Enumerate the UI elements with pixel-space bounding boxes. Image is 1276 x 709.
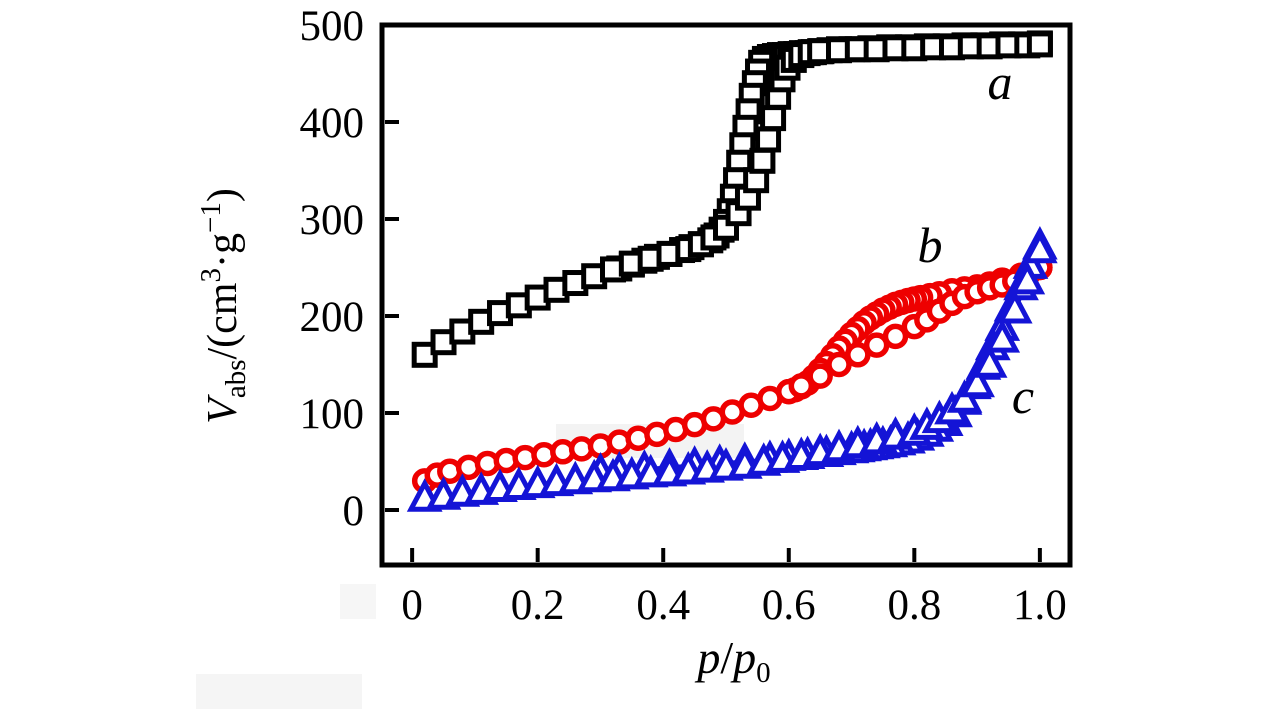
y-tick-label-400: 400 bbox=[300, 100, 365, 147]
y-axis-ticks: 0 100 200 300 400 500 bbox=[300, 3, 399, 535]
y-tick-label-200: 200 bbox=[300, 294, 365, 341]
series-a-marker bbox=[760, 105, 787, 132]
y-tick-label-100: 100 bbox=[300, 391, 365, 438]
series-b bbox=[411, 254, 1053, 494]
x-tick-label-0: 0 bbox=[401, 582, 423, 629]
series-c-marker bbox=[1009, 260, 1046, 295]
series-a-label: a bbox=[988, 54, 1013, 110]
scan-artifact-3 bbox=[340, 584, 376, 619]
series-c-marker bbox=[1022, 229, 1058, 264]
x-tick-label-0.2: 0.2 bbox=[511, 582, 565, 629]
series-b-marker bbox=[788, 373, 815, 399]
series-b-marker bbox=[807, 363, 833, 389]
series-a bbox=[411, 30, 1053, 368]
x-axis-label: p/p0 bbox=[694, 632, 770, 689]
series-c-marker bbox=[959, 363, 995, 398]
x-tick-label-0.8: 0.8 bbox=[887, 582, 941, 629]
plot-frame bbox=[379, 22, 1073, 568]
series-a-marker bbox=[755, 126, 782, 153]
y-tick-label-500: 500 bbox=[300, 3, 365, 50]
plot-area: 0 0.2 0.4 0.6 0.8 1.0 0 100 200 300 400 500 bbox=[300, 3, 1067, 629]
y-axis-label: Vabs/(cm3·g−1) bbox=[195, 188, 252, 424]
x-tick-label-1.0: 1.0 bbox=[1013, 582, 1067, 629]
x-tick-label-0.6: 0.6 bbox=[762, 582, 816, 629]
series-c-marker bbox=[984, 319, 1021, 353]
series-b-label: b bbox=[918, 217, 943, 273]
series-c-label: c bbox=[1012, 368, 1034, 424]
y-tick-label-300: 300 bbox=[300, 197, 365, 244]
scan-artifact-2 bbox=[196, 674, 362, 709]
series-b-marker bbox=[826, 351, 852, 378]
series-c-marker bbox=[946, 379, 983, 413]
y-tick-label-0: 0 bbox=[343, 488, 365, 535]
x-tick-label-0.4: 0.4 bbox=[636, 582, 690, 629]
series-c bbox=[406, 225, 1058, 512]
series-c-marker bbox=[996, 289, 1033, 324]
series-a-marker bbox=[749, 147, 776, 174]
x-axis-ticks: 0 0.2 0.4 0.6 0.8 1.0 bbox=[401, 548, 1067, 629]
series-b-marker bbox=[845, 342, 871, 368]
series-c-marker bbox=[971, 344, 1008, 378]
series-a-marker bbox=[1026, 31, 1053, 58]
series-b-marker bbox=[882, 323, 909, 350]
